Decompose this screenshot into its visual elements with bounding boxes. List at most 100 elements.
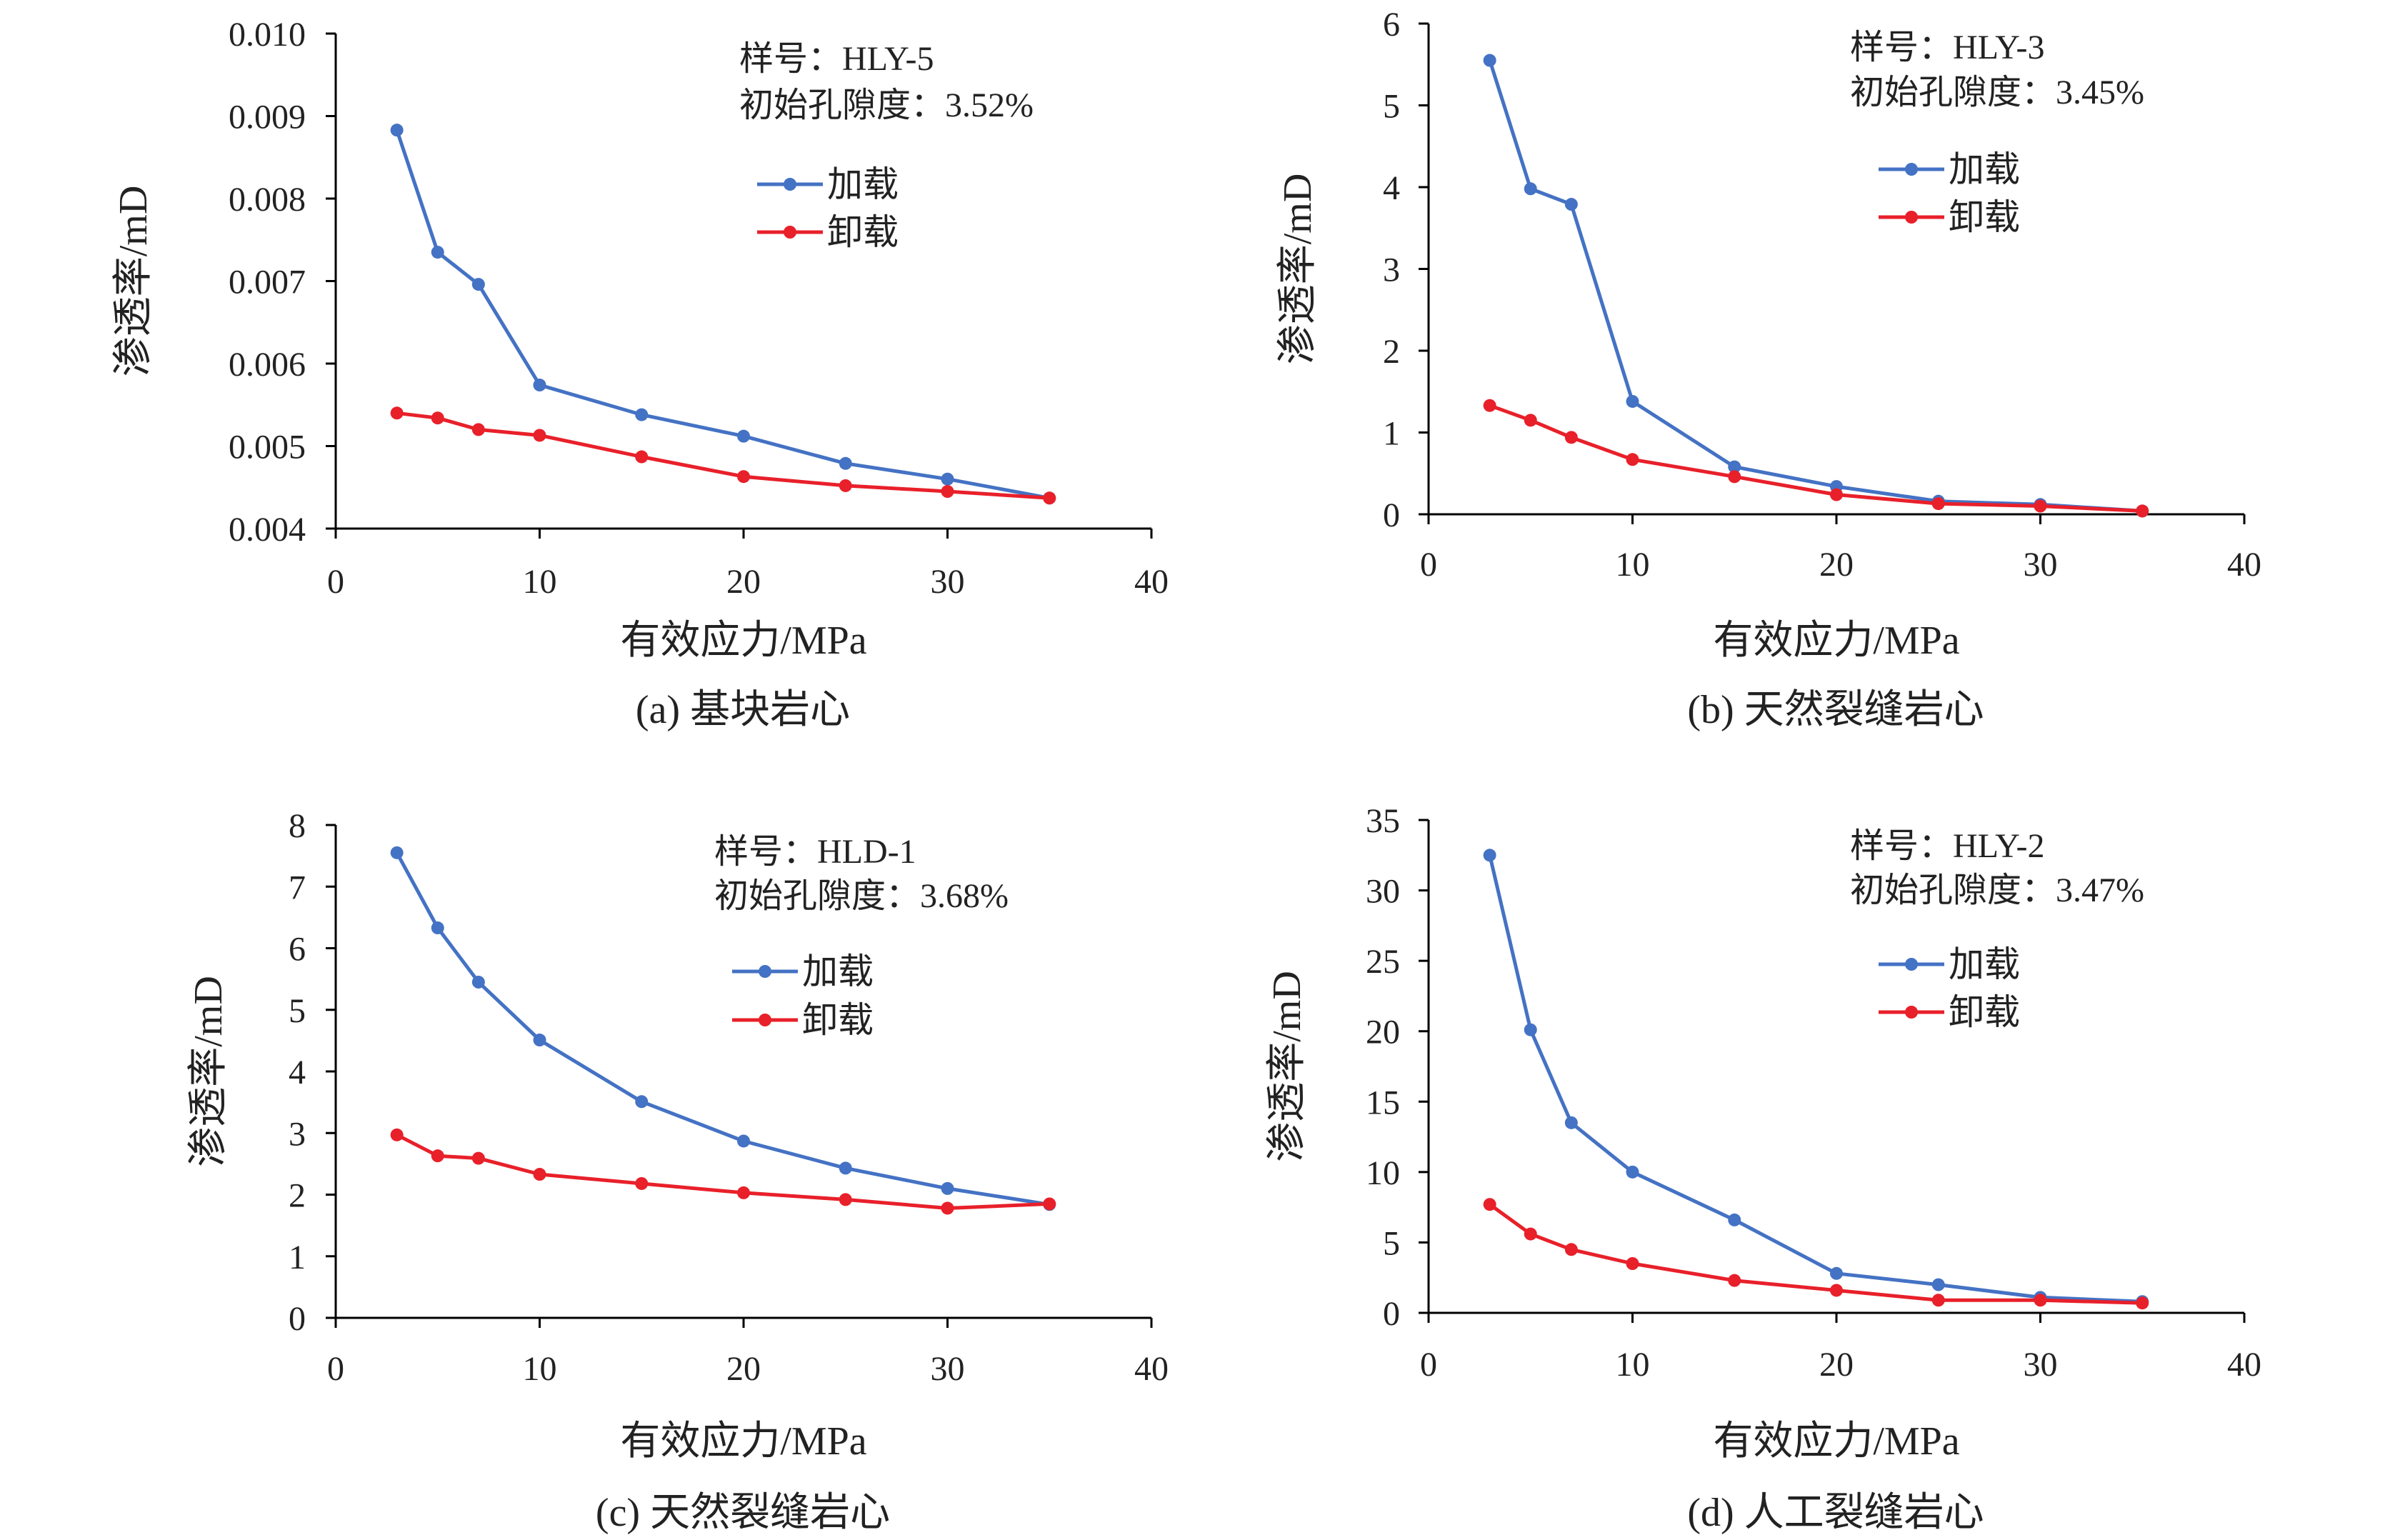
y-tick-label: 4 bbox=[289, 1054, 306, 1091]
data-point-unloading bbox=[839, 479, 852, 492]
data-point-unloading bbox=[1524, 1227, 1537, 1241]
data-point-loading bbox=[390, 846, 404, 859]
data-point-unloading bbox=[1483, 399, 1496, 412]
legend-marker bbox=[784, 226, 796, 239]
legend-marker bbox=[1905, 958, 1918, 971]
data-point-unloading bbox=[533, 1168, 546, 1181]
chart-caption: (a) 基块岩心 bbox=[636, 688, 850, 732]
x-tick-label: 30 bbox=[2024, 546, 2058, 584]
y-tick-label: 35 bbox=[1366, 802, 1400, 840]
y-axis-title: 渗透率/mD bbox=[186, 976, 231, 1167]
legend-marker bbox=[1905, 211, 1918, 224]
x-tick-label: 20 bbox=[726, 1350, 761, 1388]
data-point-unloading bbox=[1931, 1294, 1945, 1307]
data-point-loading bbox=[635, 1095, 649, 1109]
data-point-unloading bbox=[941, 1201, 954, 1215]
chart-caption: (d) 人工裂缝岩心 bbox=[1687, 1491, 1984, 1535]
y-tick-label: 5 bbox=[1383, 88, 1400, 126]
data-point-loading bbox=[1483, 849, 1496, 862]
x-tick-label: 10 bbox=[523, 1350, 557, 1388]
y-tick-label: 25 bbox=[1366, 943, 1400, 981]
data-point-unloading bbox=[390, 1128, 404, 1141]
chart-caption: (b) 天然裂缝岩心 bbox=[1687, 688, 1984, 732]
y-tick-label: 0.009 bbox=[229, 99, 306, 136]
data-point-unloading bbox=[737, 1186, 750, 1199]
data-point-loading bbox=[941, 472, 954, 486]
legend-label-unloading: 卸载 bbox=[1949, 992, 2020, 1032]
series-line-unloading bbox=[396, 1133, 1050, 1210]
data-point-unloading bbox=[635, 450, 649, 464]
chart-panel-1: 0 1 2 3 4 5 6 0 10 20 30 40 有效应力/MPa 渗透率/mD (b) 天然裂缝岩心… bbox=[1276, 6, 2261, 732]
data-point-loading bbox=[1524, 182, 1537, 196]
y-tick-label: 5 bbox=[289, 992, 306, 1030]
x-tick-label: 0 bbox=[1420, 1346, 1437, 1384]
x-tick-label: 0 bbox=[327, 1350, 344, 1388]
data-point-unloading bbox=[941, 485, 954, 499]
x-tick-label: 40 bbox=[1134, 563, 1169, 601]
data-point-unloading bbox=[839, 1193, 852, 1206]
y-tick-label: 2 bbox=[289, 1177, 306, 1215]
data-point-unloading bbox=[1564, 431, 1578, 444]
y-tick-label: 6 bbox=[289, 931, 306, 969]
x-axis-title: 有效应力/MPa bbox=[1713, 1419, 1959, 1464]
y-tick-label: 0 bbox=[1383, 1295, 1400, 1333]
data-point-loading bbox=[431, 921, 444, 935]
sample-id-label: 样号：HLY-5 bbox=[739, 40, 934, 78]
x-tick-label: 20 bbox=[1819, 546, 1854, 584]
data-point-loading bbox=[471, 278, 485, 291]
data-point-unloading bbox=[635, 1176, 649, 1190]
y-tick-label: 0.010 bbox=[229, 16, 306, 54]
x-axis-title: 有效应力/MPa bbox=[1713, 619, 1959, 663]
x-tick-label: 30 bbox=[931, 1350, 965, 1388]
legend-label-loading: 加载 bbox=[1949, 149, 2020, 189]
y-tick-label: 6 bbox=[1383, 6, 1400, 44]
y-tick-label: 0.008 bbox=[229, 181, 306, 219]
legend-label-loading: 加载 bbox=[1949, 944, 2020, 984]
series-line-unloading bbox=[1489, 404, 2143, 513]
y-tick-label: 20 bbox=[1366, 1014, 1400, 1051]
data-point-loading bbox=[471, 975, 485, 989]
data-point-unloading bbox=[2034, 499, 2047, 513]
data-point-loading bbox=[1524, 1023, 1537, 1036]
x-tick-label: 10 bbox=[523, 563, 557, 601]
data-point-unloading bbox=[1626, 1257, 1639, 1270]
data-point-unloading bbox=[471, 1151, 485, 1165]
data-point-loading bbox=[737, 1134, 750, 1148]
y-tick-label: 0.007 bbox=[229, 264, 306, 301]
data-point-unloading bbox=[1728, 470, 1741, 484]
series-line-loading bbox=[1488, 854, 2143, 1304]
y-tick-label: 0.005 bbox=[229, 429, 306, 466]
y-tick-label: 3 bbox=[1383, 251, 1400, 289]
legend-marker bbox=[1905, 163, 1918, 176]
legend-marker bbox=[1905, 1006, 1918, 1019]
data-point-loading bbox=[1830, 1266, 1843, 1280]
data-point-unloading bbox=[533, 429, 546, 442]
y-axis-title: 渗透率/mD bbox=[111, 186, 156, 377]
y-tick-label: 0.004 bbox=[229, 511, 306, 549]
data-point-loading bbox=[839, 456, 852, 470]
data-point-loading bbox=[431, 246, 444, 259]
data-point-unloading bbox=[1830, 1284, 1843, 1297]
y-tick-label: 0.006 bbox=[229, 346, 306, 384]
y-tick-label: 1 bbox=[289, 1239, 306, 1276]
y-tick-label: 3 bbox=[289, 1115, 306, 1153]
x-tick-label: 0 bbox=[327, 563, 344, 601]
data-point-loading bbox=[1626, 1165, 1639, 1179]
legend-marker bbox=[784, 178, 796, 191]
data-point-unloading bbox=[1043, 491, 1056, 505]
x-tick-label: 0 bbox=[1420, 546, 1437, 584]
x-tick-label: 40 bbox=[1134, 1350, 1169, 1388]
x-tick-label: 30 bbox=[931, 563, 965, 601]
legend-label-loading: 加载 bbox=[827, 164, 899, 204]
data-point-loading bbox=[1564, 198, 1578, 211]
initial-porosity-label: 初始孔隙度：3.45% bbox=[1850, 74, 2144, 111]
y-tick-label: 4 bbox=[1383, 169, 1400, 207]
initial-porosity-label: 初始孔隙度：3.68% bbox=[714, 877, 1009, 915]
y-tick-label: 8 bbox=[289, 807, 306, 845]
y-axis-title: 渗透率/mD bbox=[1276, 174, 1320, 365]
x-axis-title: 有效应力/MPa bbox=[620, 619, 866, 663]
y-tick-label: 2 bbox=[1383, 333, 1400, 371]
x-axis-title: 有效应力/MPa bbox=[620, 1419, 866, 1464]
x-tick-label: 10 bbox=[1616, 546, 1650, 584]
sample-id-label: 样号：HLY-2 bbox=[1850, 827, 2045, 865]
